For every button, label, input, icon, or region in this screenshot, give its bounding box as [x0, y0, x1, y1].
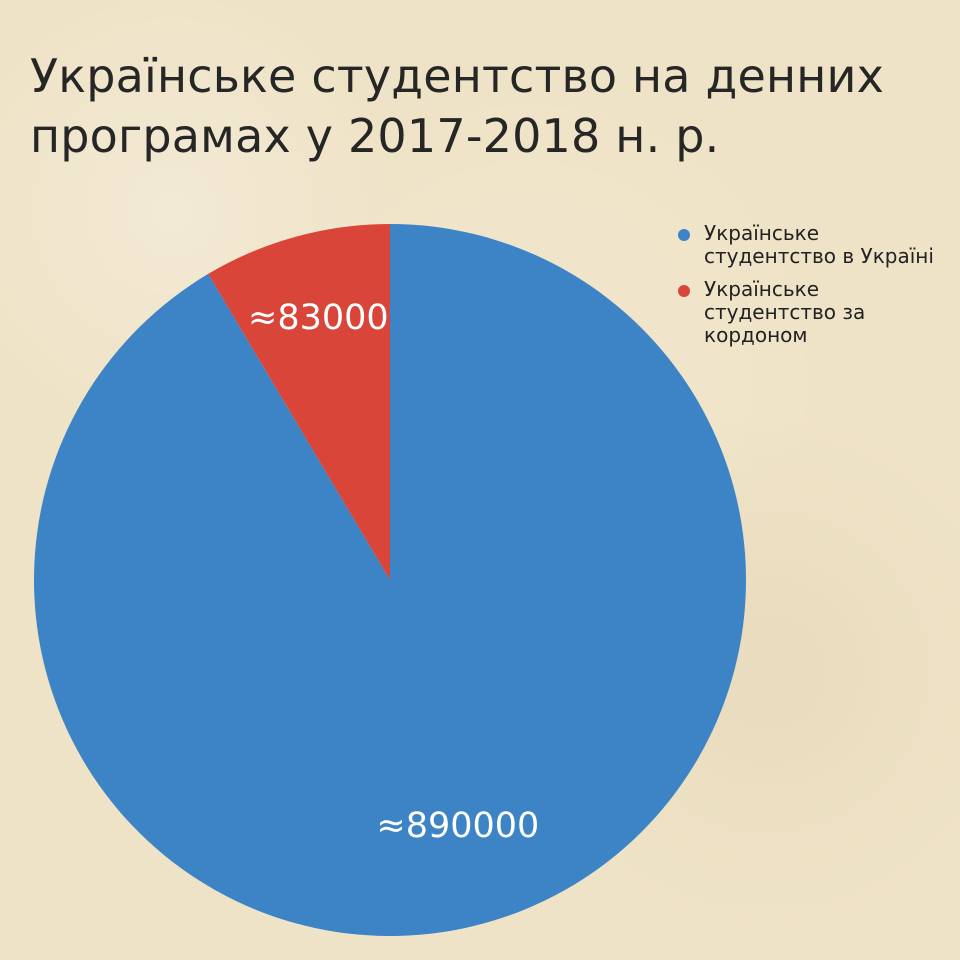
legend-swatch-abroad [678, 285, 690, 297]
chart-title: Українське студентство на денних програм… [30, 49, 885, 163]
legend-swatch-ukraine [678, 229, 690, 241]
data-label-ukraine: ≈890000 [376, 806, 539, 846]
data-label-abroad: ≈83000 [248, 298, 389, 338]
legend-item-ukraine: Українське студентство в Україні [678, 222, 948, 268]
pie-slice-abroad [208, 224, 390, 580]
legend: Українське студентство в Україні Українс… [678, 222, 948, 357]
pie-slice-ukraine [33, 224, 746, 936]
legend-item-abroad: Українське студентство за кордоном [678, 278, 948, 347]
legend-label-ukraine: Українське студентство в Україні [704, 221, 934, 268]
legend-label-abroad: Українське студентство за кордоном [704, 277, 866, 347]
